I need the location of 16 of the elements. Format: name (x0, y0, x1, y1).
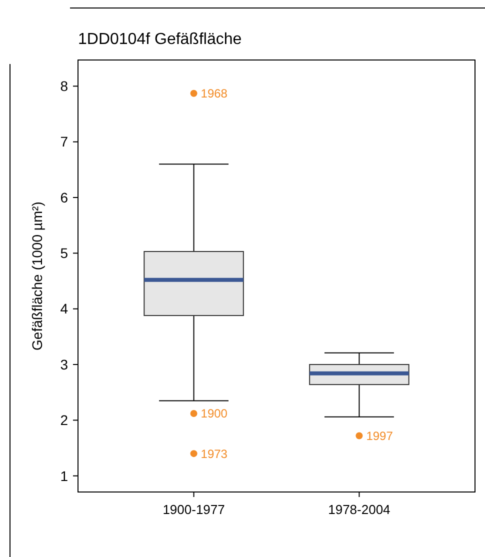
y-tick-label: 2 (60, 412, 68, 428)
annotation: 1900 (200, 406, 228, 421)
x-tick-label: 1978-2004 (328, 502, 390, 517)
y-tick-label: 5 (60, 245, 68, 262)
y-tick-label: 8 (60, 78, 68, 94)
y-tick-label: 3 (60, 356, 68, 372)
y-tick-label: 6 (60, 189, 68, 206)
y-axis-title: Gefäßfläche (1000 µm²) (29, 202, 45, 350)
x-tick-label: 1900-1977 (162, 502, 225, 517)
y-tick-label: 1 (60, 468, 68, 484)
y-tick-label: 7 (60, 134, 68, 150)
annotation: 1997 (366, 428, 394, 443)
annotation: 1973 (200, 446, 228, 461)
chart-title: 1DD0104f Gefäßfläche (78, 31, 242, 48)
y-tick-label: 4 (60, 300, 68, 317)
annotation: 1968 (200, 86, 228, 101)
